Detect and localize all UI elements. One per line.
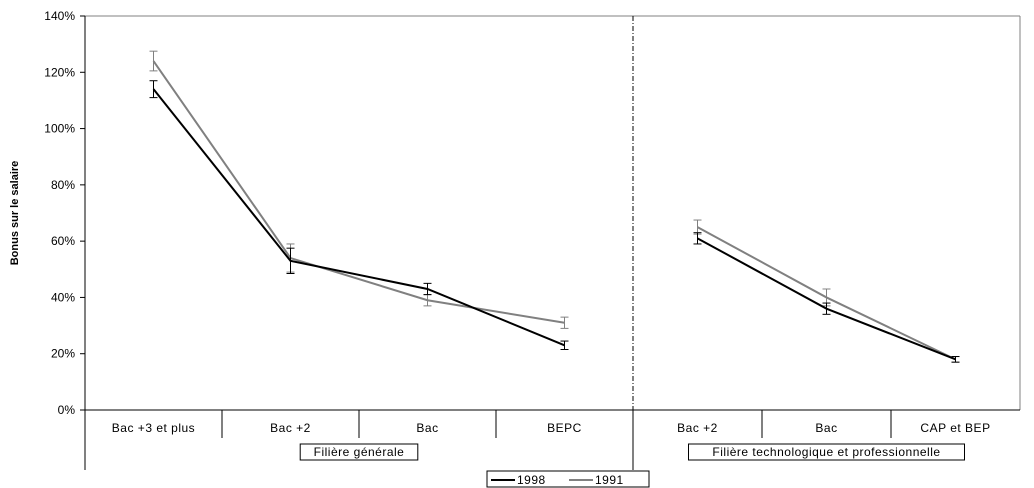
group-label-box <box>299 443 419 461</box>
category-label: Bac +2 <box>677 421 718 435</box>
y-axis-title: Bonus sur le salaire <box>9 161 21 266</box>
group-label-box <box>688 443 965 461</box>
y-tick-label: 80% <box>51 178 75 192</box>
y-tick-label: 100% <box>44 122 75 136</box>
y-tick-label: 60% <box>51 234 75 248</box>
legend-label: 1998 <box>517 473 546 487</box>
legend-box <box>486 470 650 488</box>
category-label: Bac +2 <box>270 421 311 435</box>
series-line-1991 <box>152 60 565 324</box>
y-tick-label: 120% <box>44 65 75 79</box>
group-label: Filière technologique et professionnelle <box>712 445 940 459</box>
y-tick-label: 40% <box>51 290 75 304</box>
category-label: Bac <box>815 421 837 435</box>
category-label: BEPC <box>547 421 582 435</box>
y-tick-label: 140% <box>44 9 75 23</box>
category-label: Bac +3 et plus <box>112 421 195 435</box>
y-tick-label: 20% <box>51 347 75 361</box>
category-label: Bac <box>416 421 438 435</box>
legend-label: 1991 <box>595 473 624 487</box>
category-label: CAP et BEP <box>920 421 990 435</box>
y-tick-label: 0% <box>58 403 76 417</box>
series-line-1998 <box>152 88 565 347</box>
group-label: Filière générale <box>314 445 405 459</box>
